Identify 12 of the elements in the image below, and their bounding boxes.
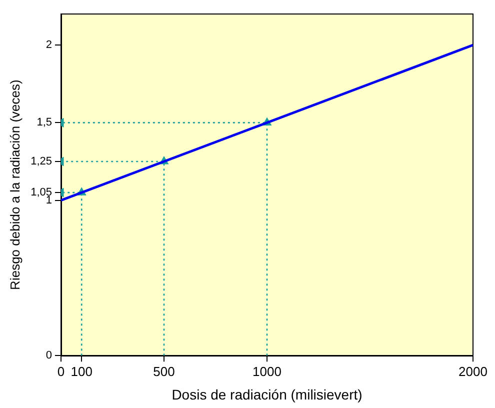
x-tick-label: 0 [57,364,65,379]
y-tick-label: 2 [46,39,52,52]
y-tick-label: 1,5 [36,116,52,129]
y-axis-title: Riesgo debido a la radiación (veces) [7,80,22,290]
x-axis-title: Dosis de radiación (milisievert) [172,386,362,402]
x-tick-label: 2000 [458,364,488,379]
y-tick-label: 1 [46,194,52,206]
y-tick-label: 1,25 [30,156,52,168]
y-tick-label: 0 [46,350,52,362]
x-tick-label: 100 [70,364,92,379]
x-tick-label: 1000 [252,364,282,379]
x-tick-label: 500 [153,364,175,379]
